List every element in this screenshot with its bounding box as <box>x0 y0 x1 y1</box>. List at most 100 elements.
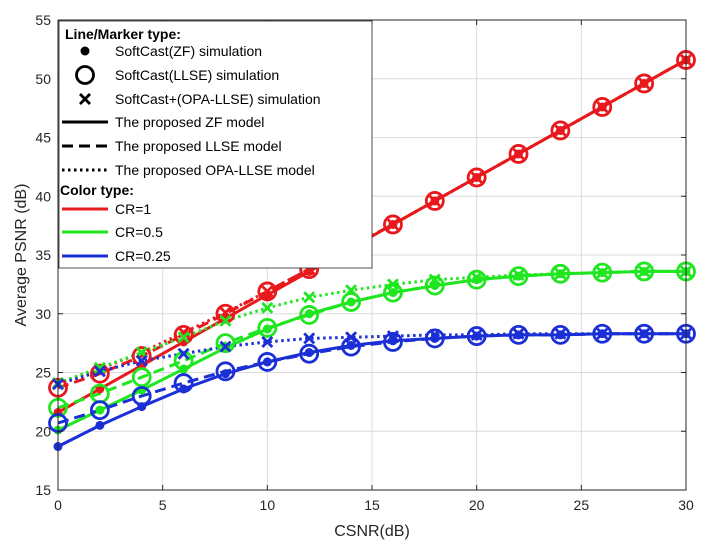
data-point-cross <box>428 273 441 286</box>
data-point-dot <box>220 369 230 379</box>
legend-item-label: The proposed LLSE model <box>115 138 282 154</box>
data-point-circle <box>634 73 655 94</box>
data-point-circle <box>550 324 571 345</box>
data-point-circle <box>508 144 529 164</box>
data-point-cross <box>177 331 190 344</box>
data-point-cross <box>470 271 483 284</box>
data-point-cross <box>345 331 358 344</box>
data-point-circle <box>257 352 278 372</box>
plot-markers <box>48 50 696 452</box>
data-point-dot <box>262 324 272 334</box>
x-tick-label: 20 <box>469 497 485 513</box>
data-point-circle <box>466 167 487 188</box>
legend-item-label: SoftCast+(OPA-LLSE) simulation <box>115 91 321 107</box>
x-tick-label: 25 <box>574 497 590 513</box>
data-point-cross <box>428 328 441 341</box>
data-point-circle <box>466 326 487 346</box>
data-point-circle <box>341 292 361 312</box>
data-point-dot <box>95 420 105 430</box>
legend-dot-icon <box>80 46 90 56</box>
legend-color-label: CR=1 <box>115 201 151 217</box>
data-point-circle <box>634 323 655 344</box>
data-point-circle <box>131 367 152 388</box>
y-tick-label: 45 <box>35 130 51 146</box>
data-point-circle <box>173 373 194 393</box>
data-point-circle <box>424 191 445 211</box>
data-point-circle <box>131 346 152 366</box>
data-point-cross <box>554 267 567 280</box>
y-tick-label: 55 <box>35 12 51 28</box>
data-point-circle <box>131 386 152 406</box>
series-line-llse-4 <box>57 269 686 410</box>
legend-item-label: The proposed OPA-LLSE model <box>115 162 315 178</box>
data-point-cross <box>93 365 106 378</box>
y-axis-label: Average PSNR (dB) <box>13 184 30 327</box>
legend-box <box>58 20 373 269</box>
legend-item-label: SoftCast(LLSE) simulation <box>115 67 279 83</box>
data-point-cross <box>596 266 609 279</box>
data-point-cross <box>93 361 106 374</box>
data-point-cross <box>303 291 316 304</box>
data-point-circle <box>508 266 529 287</box>
legend-color-label: CR=0.25 <box>115 248 171 264</box>
y-tick-label: 20 <box>35 423 51 439</box>
data-point-dot <box>304 348 314 358</box>
legend: Line/Marker type:SoftCast(ZF) simulation… <box>58 20 373 269</box>
data-point-cross <box>470 171 483 184</box>
data-point-cross <box>386 278 399 291</box>
data-point-circle <box>383 214 403 235</box>
x-tick-label: 5 <box>159 497 167 513</box>
data-point-circle <box>634 261 655 282</box>
data-point-dot <box>388 288 398 298</box>
data-point-dot <box>304 266 314 276</box>
data-point-circle <box>592 323 613 344</box>
data-point-circle <box>89 363 110 384</box>
data-point-cross <box>345 284 358 297</box>
legend-color-label: CR=0.5 <box>115 224 163 240</box>
y-tick-label: 50 <box>35 71 51 87</box>
data-point-circle <box>508 324 529 345</box>
data-point-circle <box>215 361 236 382</box>
data-point-cross <box>596 327 609 340</box>
data-point-cross <box>386 330 399 343</box>
legend-color-header: Color type: <box>60 182 134 198</box>
data-point-cross <box>638 77 651 90</box>
y-tick-label: 35 <box>35 247 51 263</box>
data-point-circle <box>424 275 445 296</box>
data-point-circle <box>550 120 571 141</box>
data-point-circle <box>550 263 571 284</box>
data-point-cross <box>261 301 274 314</box>
y-tick-label: 15 <box>35 482 51 498</box>
data-point-dot <box>346 297 356 307</box>
data-point-cross <box>177 347 190 360</box>
data-point-cross <box>428 194 441 207</box>
data-point-cross <box>512 327 525 340</box>
data-point-circle <box>299 305 320 325</box>
data-point-dot <box>304 309 314 319</box>
data-point-cross <box>512 147 525 160</box>
data-point-cross <box>219 314 232 327</box>
data-point-dot <box>262 357 272 367</box>
y-tick-label: 30 <box>35 306 51 322</box>
data-point-circle <box>299 343 320 364</box>
y-tick-label: 25 <box>35 365 51 381</box>
data-point-cross <box>386 218 399 231</box>
data-point-circle <box>257 281 278 302</box>
data-point-cross <box>554 124 567 137</box>
data-point-circle <box>215 333 236 354</box>
data-point-cross <box>303 332 316 345</box>
data-point-circle <box>257 317 278 338</box>
data-point-circle <box>89 400 110 421</box>
data-point-circle <box>173 324 194 345</box>
legend-circle-icon <box>75 65 95 85</box>
data-point-dot <box>346 340 356 350</box>
data-point-circle <box>592 262 613 283</box>
legend-item-label: The proposed ZF model <box>115 114 264 130</box>
legend-item-label: SoftCast(ZF) simulation <box>115 43 262 59</box>
data-point-cross <box>638 265 651 278</box>
data-point-cross <box>638 327 651 340</box>
data-point-cross <box>554 327 567 340</box>
x-tick-label: 15 <box>364 497 380 513</box>
data-point-circle <box>592 97 613 117</box>
y-tick-label: 40 <box>35 188 51 204</box>
